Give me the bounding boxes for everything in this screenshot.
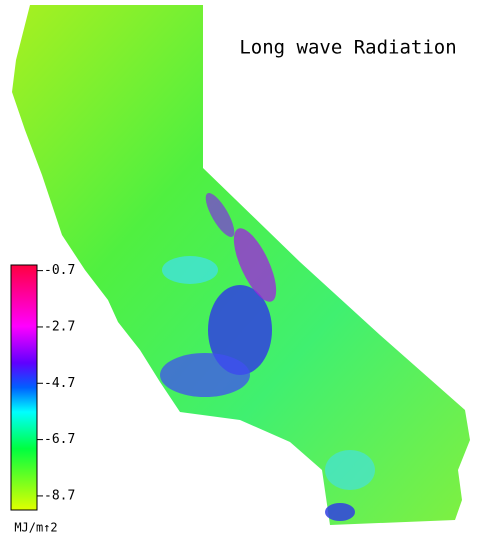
colorbar-tick-label: -2.7 — [44, 319, 75, 334]
colorbar-tick-label: -8.7 — [44, 488, 75, 503]
colorbar-tick-label: -0.7 — [44, 263, 75, 278]
colorbar — [10, 264, 38, 511]
map-shading — [160, 192, 375, 521]
colorbar-tick-label: -4.7 — [44, 376, 75, 391]
map-title: Long wave Radiation — [239, 37, 456, 59]
colorbar-unit: MJ/m↑2 — [14, 521, 57, 535]
colorbar-tick-label: -6.7 — [44, 432, 75, 447]
